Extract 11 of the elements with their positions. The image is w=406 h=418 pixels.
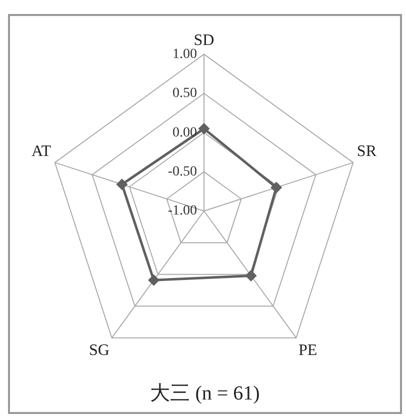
spoke-label: SG [89,342,110,359]
y-tick-label: 1.00 [172,46,197,62]
spoke-label: PE [298,342,318,359]
y-tick-label: -0.50 [168,164,197,180]
y-tick-label: 0.50 [172,86,197,102]
y-tick-label: 0.00 [172,125,197,140]
spoke-label: AT [32,142,52,160]
y-tick-label: -1.00 [168,204,197,219]
spoke-label: SD [194,32,214,49]
spoke-label: SR [356,142,377,160]
text: 大三 (n = 61) [150,382,260,404]
